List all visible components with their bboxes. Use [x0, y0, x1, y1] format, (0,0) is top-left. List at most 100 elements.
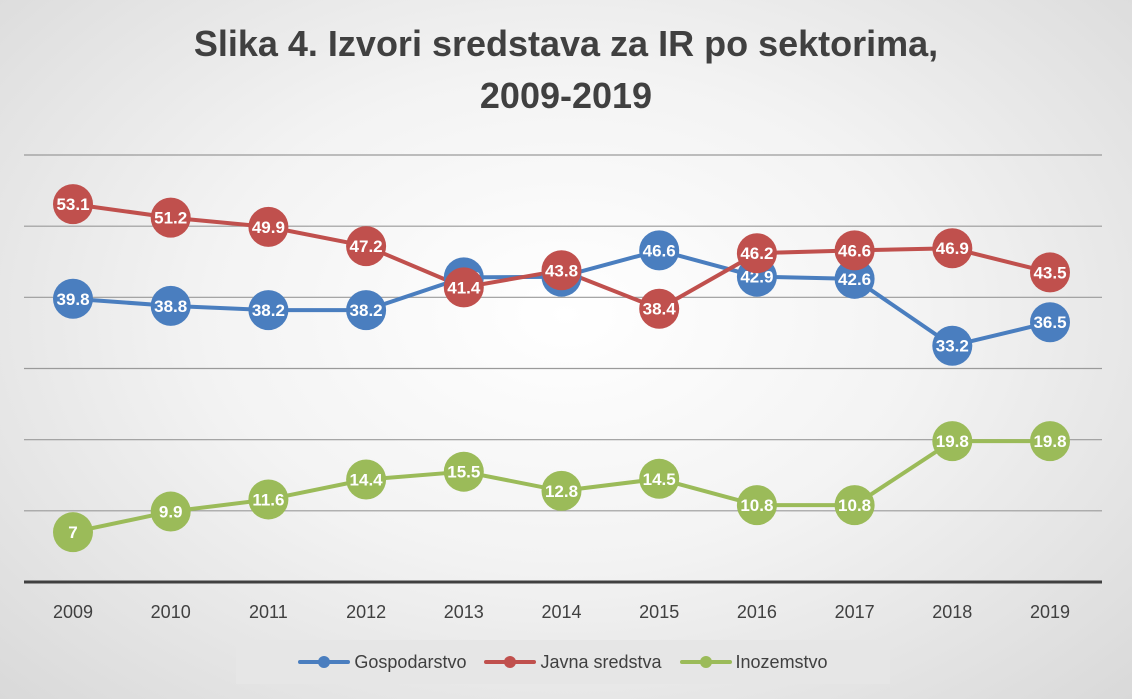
data-point: 11.6 — [248, 479, 289, 520]
legend-label: Javna sredstva — [540, 651, 662, 672]
data-marker — [639, 230, 680, 271]
data-marker — [639, 458, 680, 499]
data-point: 12.8 — [541, 470, 582, 511]
data-label: 51.2 — [154, 209, 187, 228]
data-label: 53.1 — [56, 195, 89, 214]
data-point: 33.2 — [932, 325, 973, 366]
gridlines — [24, 154, 1102, 584]
data-point: 42.6 — [834, 258, 875, 299]
data-point: 9.9 — [150, 491, 191, 532]
x-tick-label: 2019 — [1030, 602, 1070, 622]
data-point: 43.8 — [541, 250, 582, 291]
data-marker — [541, 250, 582, 291]
data-marker — [834, 258, 875, 299]
data-label: 39.8 — [56, 290, 89, 309]
data-label: 11.6 — [252, 490, 284, 509]
data-label: 42.9 — [740, 268, 773, 287]
data-point: 49.9 — [248, 206, 289, 247]
legend-swatch — [484, 656, 537, 668]
data-label: 15.5 — [447, 463, 480, 482]
data-marker — [346, 290, 387, 331]
data-point: 38.4 — [639, 288, 680, 329]
data-marker — [541, 470, 582, 511]
legend-swatch-marker — [318, 656, 331, 668]
data-label: 41.4 — [447, 278, 481, 297]
x-tick-label: 2017 — [835, 602, 875, 622]
data-marker — [834, 230, 875, 271]
x-tick-label: 2015 — [639, 602, 679, 622]
data-label: 46.6 — [643, 241, 676, 260]
data-label: 14.5 — [643, 470, 676, 489]
data-marker — [736, 485, 777, 526]
data-markers: 39.838.838.238.242.842.946.642.942.633.2… — [53, 184, 1070, 553]
data-label: 46.2 — [740, 244, 773, 263]
data-point: 19.8 — [1030, 421, 1070, 462]
data-marker — [1030, 302, 1070, 343]
data-marker — [443, 451, 484, 492]
x-tick-label: 2010 — [151, 602, 191, 622]
data-point: 19.8 — [932, 421, 973, 462]
x-tick-label: 2009 — [53, 602, 93, 622]
data-label: 38.8 — [154, 297, 187, 316]
chart-title: Slika 4. Izvori sredstava za IR po sekto… — [0, 18, 1132, 122]
data-marker — [346, 226, 387, 267]
data-point: 46.6 — [639, 230, 680, 271]
x-axis-ticks: 2009 2010 2011 2012 2013 2014 2015 2016 2017 2018… — [53, 602, 1070, 622]
data-point: 7 — [53, 512, 93, 553]
data-label: 19.8 — [936, 432, 969, 451]
data-point: 39.8 — [53, 278, 93, 319]
data-label: 38.2 — [350, 301, 383, 320]
data-marker — [443, 267, 484, 308]
data-marker — [53, 512, 93, 553]
legend-item: Gospodarstvo — [298, 652, 466, 673]
data-label: 12.8 — [545, 482, 578, 501]
data-point: 10.8 — [736, 485, 777, 526]
data-label: 36.5 — [1033, 313, 1066, 332]
chart-title-line-1: Slika 4. Izvori sredstava za IR po sekto… — [193, 23, 939, 64]
data-point: 10.8 — [834, 485, 875, 526]
x-tick-label: 2014 — [541, 602, 581, 622]
data-marker — [932, 325, 973, 366]
data-point: 46.9 — [932, 228, 973, 269]
data-label: 9.9 — [159, 503, 183, 522]
data-marker — [150, 197, 191, 238]
data-point: 46.2 — [736, 233, 777, 274]
data-marker — [932, 228, 973, 269]
data-point: 38.2 — [346, 290, 387, 331]
legend-swatch — [679, 656, 732, 668]
data-label: 47.2 — [350, 237, 383, 256]
data-label: 10.8 — [740, 496, 773, 515]
data-marker — [248, 479, 289, 520]
legend-label: Inozemstvo — [735, 651, 828, 672]
x-tick-label: 2018 — [932, 602, 972, 622]
legend-swatch-marker — [504, 656, 517, 668]
data-point: 41.4 — [443, 267, 484, 308]
data-point: 53.1 — [53, 184, 93, 225]
data-marker — [150, 491, 191, 532]
x-tick-label: 2011 — [249, 602, 288, 622]
data-label: 46.9 — [936, 239, 969, 258]
data-label: 7 — [68, 523, 77, 542]
data-label: 49.9 — [252, 218, 285, 237]
data-point: 14.4 — [346, 459, 387, 500]
data-marker — [834, 485, 875, 526]
data-marker — [53, 184, 93, 225]
data-label: 14.4 — [350, 471, 384, 490]
data-label: 10.8 — [838, 496, 871, 515]
x-tick-label: 2016 — [737, 602, 777, 622]
legend-label: Gospodarstvo — [354, 651, 467, 672]
data-point: 15.5 — [443, 451, 484, 492]
data-label: 42.6 — [838, 270, 871, 289]
data-label: 38.4 — [643, 300, 677, 319]
data-marker — [1030, 421, 1070, 462]
data-label: 33.2 — [936, 337, 969, 356]
legend-item: Javna sredstva — [484, 651, 662, 673]
legend: Gospodarstvo Javna sredstva Inozemstvo — [236, 640, 890, 684]
data-marker — [736, 233, 777, 274]
data-label: 43.5 — [1033, 263, 1066, 282]
data-point: 36.5 — [1030, 302, 1070, 343]
legend-swatch — [298, 656, 351, 668]
chart-title-line-2: 2009-2019 — [479, 75, 653, 116]
legend-swatch-marker — [699, 656, 712, 668]
